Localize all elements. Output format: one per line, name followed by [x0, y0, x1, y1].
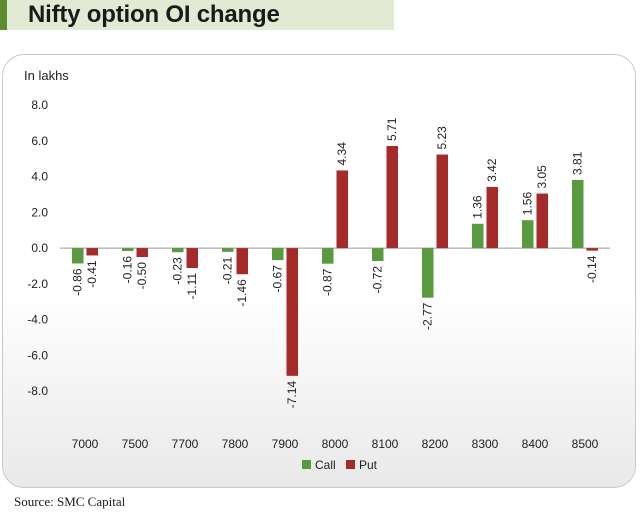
y-tick-label: -4.0 [27, 313, 48, 327]
legend: Call Put [302, 458, 378, 472]
y-tick-label: -6.0 [27, 348, 48, 362]
x-tick-label: 7900 [272, 437, 299, 451]
data-label-put-8100: 5.71 [385, 117, 399, 141]
data-label-put-8200: 5.23 [435, 126, 449, 150]
y-tick-label: 8.0 [31, 98, 48, 112]
bar-put-8500 [586, 248, 598, 251]
data-label-call-8000: -0.87 [321, 268, 335, 296]
x-axis-ticks: 7000 7500 7700 7800 7900 8000 8100 8200 8300 8400… [72, 437, 599, 451]
bar-call-8400 [522, 220, 534, 249]
legend-label-put: Put [359, 458, 378, 472]
x-tick-label: 8300 [472, 437, 499, 451]
x-tick-label: 8000 [322, 437, 349, 451]
data-label-call-7900: -0.67 [271, 265, 285, 293]
bar-call-8500 [572, 179, 584, 249]
legend-label-call: Call [315, 458, 336, 472]
chart-title: Nifty option OI change [28, 1, 280, 28]
y-axis-label: In lakhs [24, 68, 69, 83]
y-tick-label: -2.0 [27, 277, 48, 291]
data-label-put-8300: 3.42 [485, 158, 499, 182]
title-accent [0, 0, 7, 30]
data-label-call-8200: -2.77 [421, 302, 435, 330]
data-label-call-8300: 1.36 [471, 195, 485, 219]
bar-put-8000 [336, 170, 348, 249]
bar-call-7900 [272, 248, 284, 261]
chart-panel [2, 54, 636, 488]
data-label-put-7000: -0.41 [85, 260, 99, 288]
x-tick-label: 8200 [422, 437, 449, 451]
y-tick-label: 6.0 [31, 134, 48, 148]
bar-put-7800 [236, 248, 248, 275]
x-tick-label: 7500 [122, 437, 149, 451]
x-tick-label: 7800 [222, 437, 249, 451]
x-tick-label: 8500 [572, 437, 599, 451]
bar-call-8200 [422, 248, 434, 298]
data-label-put-8400: 3.05 [535, 165, 549, 189]
y-tick-label: 2.0 [31, 205, 48, 219]
bar-put-7700 [186, 248, 198, 268]
data-label-put-7700: -1.11 [185, 273, 199, 300]
x-tick-label: 7700 [172, 437, 199, 451]
data-labels: -0.86 -0.41 -0.16 -0.50 -0.23-1.11 -0.21-1.46… [71, 117, 600, 408]
bar-put-8100 [386, 145, 398, 249]
data-label-call-7800: -0.21 [221, 257, 235, 285]
data-label-put-8500: -0.14 [585, 255, 599, 283]
x-tick-label: 8100 [372, 437, 399, 451]
bar-call-7500 [122, 248, 134, 251]
bar-put-7900 [286, 248, 298, 376]
bar-call-8300 [472, 223, 484, 249]
y-tick-label: 4.0 [31, 170, 48, 184]
data-label-put-7500: -0.50 [135, 262, 149, 290]
data-label-call-7700: -0.23 [171, 257, 185, 285]
x-tick-label: 7000 [72, 437, 99, 451]
bar-call-7000 [72, 248, 84, 264]
legend-swatch-put [346, 460, 355, 469]
chart-svg: In lakhs 8.0 6.0 4.0 2.0 0.0 -2.0 -4.0 -6.0 -8.0… [24, 68, 610, 472]
bar-put-8200 [436, 154, 448, 249]
data-label-call-7500: -0.16 [121, 256, 135, 284]
data-label-call-7000: -0.86 [71, 268, 85, 296]
data-label-call-8400: 1.56 [521, 192, 535, 216]
bar-call-7700 [172, 248, 184, 253]
data-label-put-7900: -7.14 [285, 381, 299, 409]
title-bar [0, 0, 394, 30]
source-note: Source: SMC Capital [14, 494, 126, 509]
bar-call-8100 [372, 248, 384, 261]
data-label-put-7800: -1.46 [235, 279, 249, 307]
y-tick-label: -8.0 [27, 384, 48, 398]
bar-call-8000 [322, 248, 334, 264]
bar-call-7800 [222, 248, 234, 252]
bars [72, 145, 598, 376]
bar-put-7000 [86, 248, 98, 256]
data-label-put-8000: 4.34 [335, 142, 349, 166]
x-tick-label: 8400 [522, 437, 549, 451]
bar-put-7500 [136, 248, 148, 258]
bar-put-8400 [536, 193, 548, 249]
bar-put-8300 [486, 186, 498, 249]
y-axis-ticks: 8.0 6.0 4.0 2.0 0.0 -2.0 -4.0 -6.0 -8.0 [27, 98, 48, 398]
data-label-call-8500: 3.81 [571, 151, 585, 175]
legend-swatch-call [302, 460, 311, 469]
y-tick-label: 0.0 [31, 241, 48, 255]
data-label-call-8100: -0.72 [371, 266, 385, 294]
